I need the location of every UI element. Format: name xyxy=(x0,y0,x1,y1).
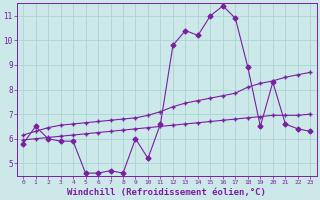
X-axis label: Windchill (Refroidissement éolien,°C): Windchill (Refroidissement éolien,°C) xyxy=(67,188,266,197)
